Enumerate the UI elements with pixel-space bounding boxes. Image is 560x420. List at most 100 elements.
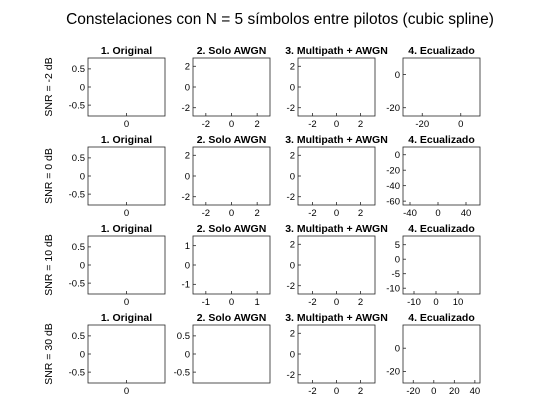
- x-tick-label: -2: [308, 119, 316, 130]
- x-tick-label: -2: [308, 386, 316, 397]
- y-tick-label: 0: [395, 344, 400, 355]
- axes-frame: [297, 57, 376, 117]
- subplot-awgn: -1 0 1 1 0 -1: [182, 235, 271, 308]
- x-tick-label: 0: [334, 208, 339, 219]
- subplot-awgn: -2 0 2 2 0 -2: [182, 146, 271, 219]
- subplot-title: 3. Multipath + AWGN: [285, 134, 388, 146]
- subplot-title: 3. Multipath + AWGN: [285, 223, 388, 235]
- x-tick-label: 0: [229, 119, 234, 130]
- y-tick-label: 0: [185, 349, 190, 360]
- subplot-title: 2. Solo AWGN: [197, 223, 267, 235]
- y-tick-label: -20: [386, 166, 400, 177]
- x-tick-label: 0: [334, 119, 339, 130]
- y-tick-label: 1: [185, 241, 190, 252]
- y-tick-label: -2: [287, 192, 295, 203]
- subplot-title: 1. Original: [101, 223, 152, 235]
- subplot-original: 0 0.5 0 -0.5: [69, 324, 166, 397]
- subplot-awgn: 0.5 0 -0.5: [174, 324, 271, 384]
- row-label-snr: SNR = 30 dB: [43, 323, 55, 385]
- x-tick-label: 0: [124, 297, 129, 308]
- axes-frame: [192, 324, 271, 384]
- y-tick-label: 0.5: [72, 331, 85, 342]
- axes-frame: [87, 146, 166, 206]
- x-tick-label: 2: [255, 119, 260, 130]
- subplot-title: 3. Multipath + AWGN: [285, 45, 388, 57]
- y-tick-label: 0: [185, 82, 190, 93]
- y-tick-label: 2: [290, 62, 295, 73]
- y-tick-label: 0: [80, 171, 85, 182]
- y-tick-label: -2: [287, 103, 295, 114]
- subplot-multipath: -2 0 2 2 0 -2: [287, 235, 376, 308]
- y-tick-label: 0: [290, 260, 295, 271]
- y-tick-label: 0: [80, 82, 85, 93]
- subplot-original: 0 0.5 0 -0.5: [69, 57, 166, 130]
- y-tick-label: 0.5: [72, 153, 85, 164]
- subplot-grid: 1. Original 1. Original 1. Original 1. Orig…: [43, 45, 481, 397]
- subplot-multipath: -2 0 2 2 0 -2: [287, 146, 376, 219]
- x-tick-label: 2: [358, 297, 363, 308]
- y-tick-label: 0: [185, 260, 190, 271]
- axes-frame: [402, 235, 481, 295]
- subplot-original: 0 0.5 0 -0.5: [69, 235, 166, 308]
- subplot-title: 4. Ecualizado: [408, 134, 475, 146]
- x-tick-label: -10: [407, 297, 421, 308]
- x-tick-label: 2: [358, 208, 363, 219]
- y-tick-label: 2: [185, 151, 190, 162]
- y-tick-label: 0.5: [72, 64, 85, 75]
- y-tick-label: 0.5: [177, 331, 190, 342]
- y-tick-label: 2: [290, 240, 295, 251]
- axes-frame: [402, 57, 481, 117]
- x-tick-label: -20: [406, 386, 420, 397]
- subplot-ecualizado: -20 0 20 40 0 -20: [386, 324, 481, 397]
- x-tick-label: -1: [202, 297, 210, 308]
- x-tick-label: 2: [255, 208, 260, 219]
- x-tick-label: 1: [255, 297, 260, 308]
- axes-frame: [192, 57, 271, 117]
- axes-frame: [297, 146, 376, 206]
- y-tick-label: 0: [290, 171, 295, 182]
- subplot-multipath: -2 0 2 2 0 -2: [287, 57, 376, 130]
- y-tick-label: 0: [290, 349, 295, 360]
- x-tick-label: 2: [358, 119, 363, 130]
- subplot-ecualizado: -20 0 0 -20: [386, 57, 481, 130]
- y-tick-label: 0.5: [72, 242, 85, 253]
- y-tick-label: 0: [395, 150, 400, 161]
- y-tick-label: 2: [290, 151, 295, 162]
- subplot-title: 2. Solo AWGN: [197, 45, 267, 57]
- x-tick-label: 2: [358, 386, 363, 397]
- subplot-title: 3. Multipath + AWGN: [285, 312, 388, 324]
- subplot-original: 0 0.5 0 -0.5: [69, 146, 166, 219]
- y-tick-label: -20: [386, 103, 400, 114]
- subplot-title: 4. Ecualizado: [408, 312, 475, 324]
- x-tick-label: 0: [124, 208, 129, 219]
- x-tick-label: -2: [202, 119, 210, 130]
- subplot-awgn: -2 0 2 2 0 -2: [182, 57, 271, 130]
- x-tick-label: 0: [229, 297, 234, 308]
- x-tick-label: 0: [229, 208, 234, 219]
- y-tick-label: -2: [287, 370, 295, 381]
- x-tick-label: 0: [433, 297, 438, 308]
- subplot-title: 1. Original: [101, 134, 152, 146]
- x-tick-label: -40: [403, 208, 417, 219]
- subplot-title: 1. Original: [101, 45, 152, 57]
- y-tick-label: 0: [185, 171, 190, 182]
- y-tick-label: 2: [290, 329, 295, 340]
- x-tick-label: -2: [202, 208, 210, 219]
- y-tick-label: -20: [386, 367, 400, 378]
- y-tick-label: -5: [392, 269, 400, 280]
- x-tick-label: 40: [461, 208, 472, 219]
- y-tick-label: 0: [395, 255, 400, 266]
- x-tick-label: -2: [308, 208, 316, 219]
- subplot-title: 1. Original: [101, 312, 152, 324]
- x-tick-label: 40: [470, 386, 481, 397]
- subplot-title: 2. Solo AWGN: [197, 134, 267, 146]
- subplot-ecualizado: -40 0 400-20-40-60: [386, 146, 481, 219]
- y-tick-label: -2: [182, 103, 190, 114]
- axes-frame: [297, 235, 376, 295]
- axes-frame: [192, 235, 271, 295]
- y-tick-label: 0: [80, 349, 85, 360]
- subplot-multipath: -2 0 2 2 0 -2: [287, 324, 376, 397]
- row-label-snr: SNR = 10 dB: [43, 234, 55, 296]
- axes-frame: [192, 146, 271, 206]
